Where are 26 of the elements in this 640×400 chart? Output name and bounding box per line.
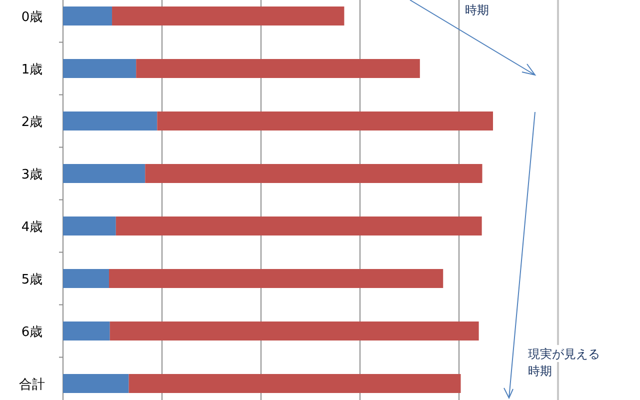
y-tick-label: 6歳: [21, 325, 43, 340]
y-tick-label: 5歳: [21, 272, 43, 288]
annotation: 時期: [465, 3, 489, 17]
bar: [63, 6, 112, 26]
bar: [63, 374, 129, 393]
bar: [63, 112, 158, 130]
bar: [63, 322, 110, 340]
y-tick-label: 3歳: [21, 168, 43, 182]
bar: [116, 216, 482, 236]
bar: [110, 322, 479, 340]
bar: [63, 269, 110, 288]
bar: [63, 164, 146, 183]
y-tick-label: 1歳: [21, 62, 43, 78]
bar: [136, 59, 420, 78]
bar: [145, 164, 482, 183]
y-tick-label: 合計: [19, 378, 45, 392]
y-tick-label: 0歳: [21, 10, 43, 25]
bar: [109, 269, 444, 288]
bar: [63, 216, 116, 236]
bar: [157, 112, 493, 130]
y-tick-label: 2歳: [21, 115, 43, 130]
bar: [112, 6, 344, 26]
y-tick-label: 4歳: [21, 220, 43, 235]
bar: [128, 374, 461, 393]
text: 現実が見える時期: [528, 347, 600, 378]
bar: [63, 59, 136, 78]
